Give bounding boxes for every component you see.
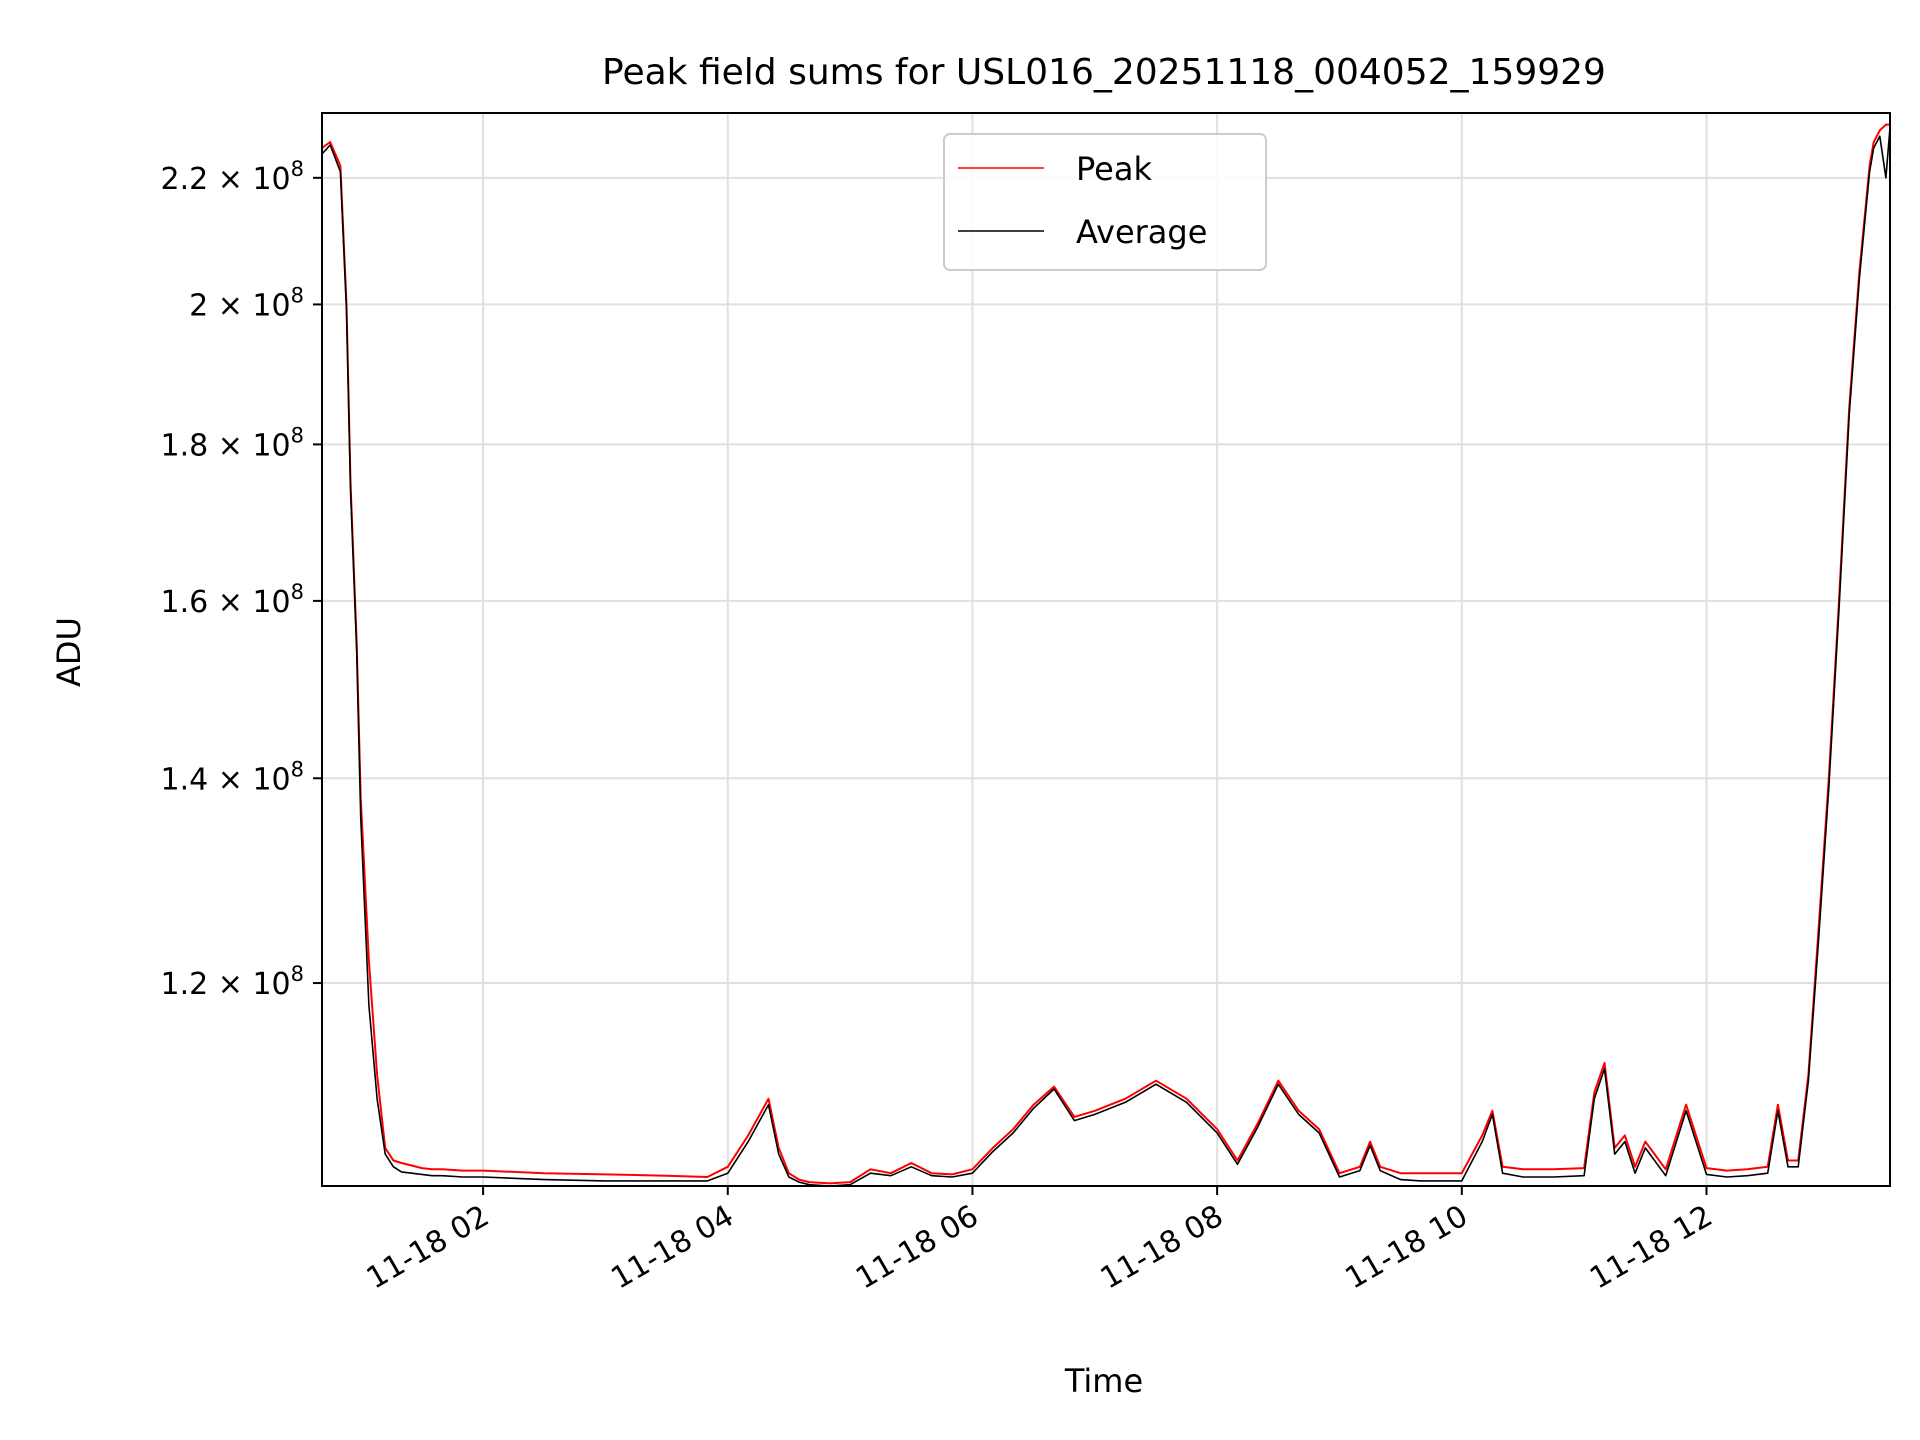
legend-label-peak: Peak (1076, 150, 1152, 188)
y-tick-label: 2 × 108 (189, 283, 304, 323)
grid (322, 113, 1890, 1186)
y-tick-label: 1.4 × 108 (161, 757, 304, 797)
series-line-average (321, 127, 1891, 1187)
chart-title: Peak field sums for USL016_20251118_0040… (602, 52, 1606, 93)
legend: Peak Average (943, 133, 1267, 271)
series-group (321, 123, 1891, 1187)
legend-label-average: Average (1076, 213, 1207, 251)
y-tick-label: 1.2 × 108 (161, 962, 304, 1002)
y-axis-label: ADU (50, 617, 88, 687)
y-tick-label: 1.8 × 108 (161, 423, 304, 463)
x-axis-label: Time (1064, 1362, 1143, 1400)
y-tick-label: 2.2 × 108 (161, 157, 304, 197)
y-tick-label: 1.6 × 108 (161, 580, 304, 620)
series-line-peak (321, 123, 1890, 1185)
plot-area-frame (321, 112, 1891, 1187)
